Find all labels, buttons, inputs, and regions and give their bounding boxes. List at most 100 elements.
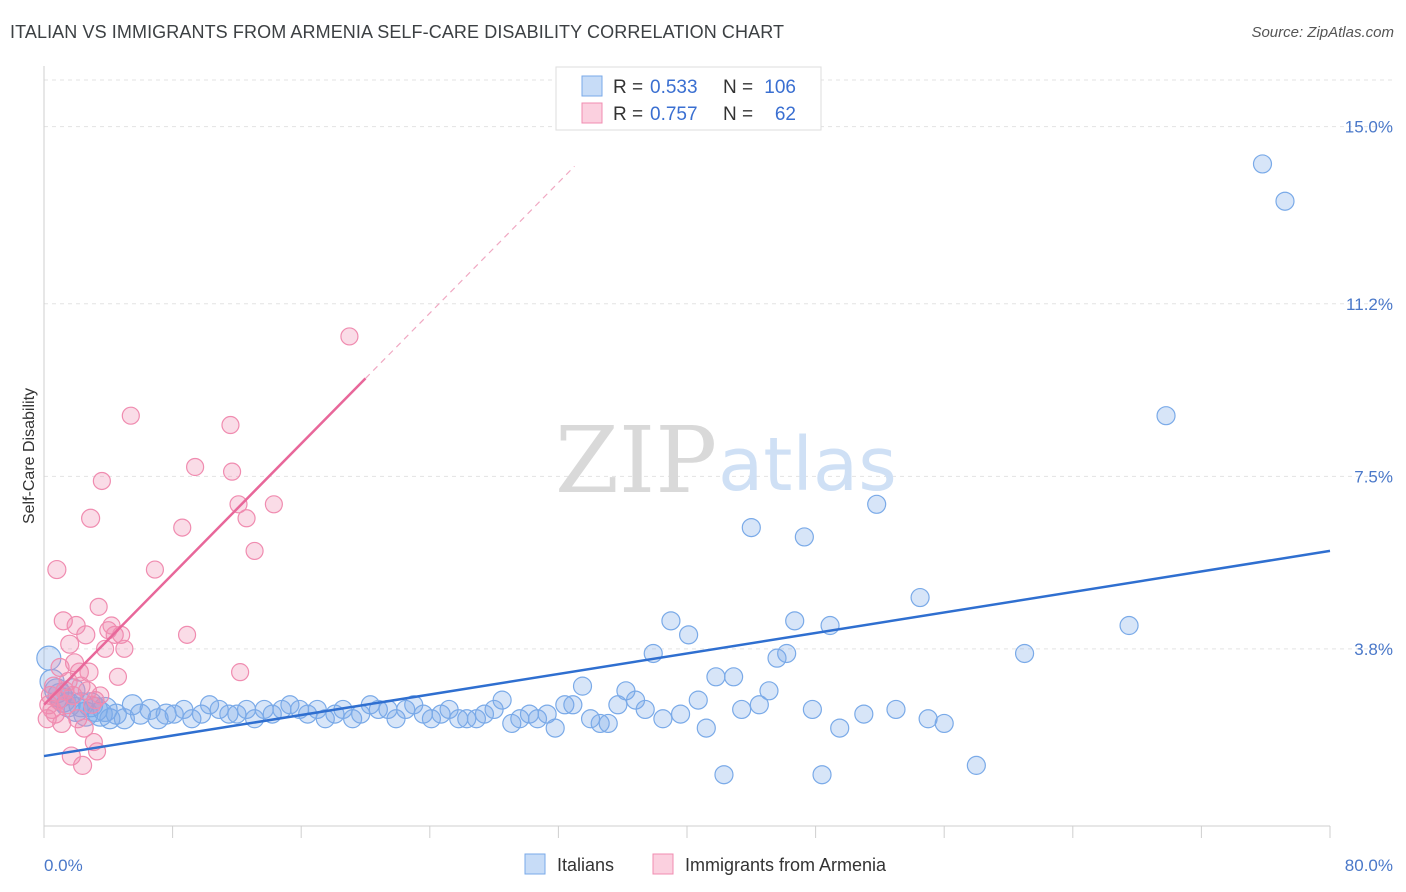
italians-point — [555, 695, 575, 715]
armenia-point — [229, 495, 248, 514]
italians-point — [527, 709, 548, 729]
italians-point — [934, 713, 954, 734]
italians-point — [635, 699, 655, 720]
chart-title: ITALIAN VS IMMIGRANTS FROM ARMENIA SELF-… — [10, 22, 785, 42]
stats-legend-r-value-2: 0.757 — [650, 104, 698, 125]
x-tick-label-min: 0.0% — [44, 856, 83, 875]
armenia-point — [92, 471, 111, 491]
italians-point — [767, 648, 787, 668]
italians-point — [749, 695, 769, 715]
italians-point — [759, 681, 779, 701]
italians-point — [580, 709, 601, 729]
armenia-point — [221, 415, 240, 435]
armenia-point — [47, 559, 67, 580]
italians-point — [182, 709, 202, 729]
italians-point — [474, 704, 495, 724]
italians-point — [457, 709, 477, 729]
italians-point — [966, 755, 986, 775]
stats-legend-n-label-1: N = — [723, 77, 753, 98]
armenia-point — [245, 541, 264, 561]
italians-point — [315, 709, 335, 729]
watermark-zip: ZIP — [555, 407, 717, 514]
italians-point — [129, 703, 152, 725]
italians-point — [661, 611, 681, 631]
italians-point — [368, 699, 388, 720]
armenia-point — [74, 718, 94, 738]
italians-point — [830, 718, 850, 738]
stats-legend-swatch-armenia — [581, 102, 603, 124]
italians-trend-line — [43, 549, 1331, 758]
armenia-point — [237, 509, 256, 528]
y-axis-title: Self-Care Disability — [21, 388, 38, 524]
armenia-point — [69, 662, 89, 682]
armenia-point — [121, 406, 140, 425]
italians-point — [910, 587, 930, 608]
italians-point — [867, 494, 887, 514]
armenia-point — [81, 508, 101, 528]
armenia-point — [91, 686, 110, 705]
italians-point — [706, 667, 726, 687]
data-points — [36, 154, 1295, 785]
armenia-point — [145, 560, 165, 579]
legend-swatch-italians — [524, 853, 546, 875]
armenia-point — [264, 495, 283, 514]
italians-point — [1014, 643, 1035, 664]
italians-point — [164, 704, 184, 724]
italians-point — [590, 713, 610, 734]
armenia-point — [53, 611, 73, 631]
armenia-point — [105, 625, 124, 644]
armenia-point — [173, 518, 192, 537]
italians-point — [679, 625, 699, 645]
italians-point — [886, 699, 906, 720]
italians-point — [492, 690, 512, 710]
italians-point — [653, 709, 673, 729]
stats-legend: R = 0.533 N = 106 R = 0.757 N = 62 — [555, 66, 822, 131]
italians-point — [280, 695, 300, 715]
italians-point — [802, 699, 822, 720]
armenia-point — [95, 639, 115, 658]
armenia-point — [231, 663, 250, 682]
italians-point — [209, 699, 229, 720]
italians-point — [741, 517, 761, 538]
italians-point — [1275, 191, 1295, 211]
armenia-point — [79, 662, 99, 682]
grid — [44, 79, 1392, 650]
armenia-point — [64, 653, 85, 673]
italians-point — [714, 765, 734, 785]
armenia-point — [108, 667, 128, 686]
armenia-point — [115, 639, 134, 658]
italians-point — [1252, 154, 1273, 174]
armenia-trend-line — [43, 377, 367, 706]
y-tick-label: 15.0% — [1345, 118, 1393, 137]
trend-lines — [43, 165, 1331, 758]
stats-legend-r-value-1: 0.533 — [650, 77, 698, 98]
legend-label-italians: Italians — [557, 855, 614, 875]
legend-label-armenia: Immigrants from Armenia — [685, 855, 887, 875]
x-tick-label-max: 80.0% — [1345, 856, 1393, 875]
source-label: Source: ZipAtlas.com — [1251, 24, 1394, 41]
italians-point — [812, 765, 832, 785]
italians-point — [854, 704, 874, 724]
italians-point — [545, 718, 565, 738]
stats-legend-n-label-2: N = — [723, 104, 753, 125]
y-tick-label: 11.2% — [1346, 295, 1393, 314]
armenia-point — [186, 457, 205, 477]
armenia-point — [60, 634, 80, 654]
italians-point — [421, 709, 442, 729]
stats-legend-r-label-1: R = — [613, 77, 643, 98]
italians-point — [563, 695, 583, 715]
armenia-point — [89, 597, 108, 616]
armenia-point — [340, 327, 359, 346]
legend-swatch-armenia — [652, 853, 674, 875]
armenia-point — [56, 695, 77, 715]
stats-legend-r-label-2: R = — [613, 104, 643, 125]
italians-point — [688, 690, 708, 710]
italians-point — [1156, 406, 1176, 426]
stats-legend-n-value-2: 62 — [775, 104, 796, 125]
italians-point — [219, 704, 239, 724]
italians-point — [227, 704, 247, 724]
axes — [43, 66, 1331, 838]
watermark-atlas: atlas — [718, 422, 897, 508]
armenia-point — [68, 709, 88, 729]
